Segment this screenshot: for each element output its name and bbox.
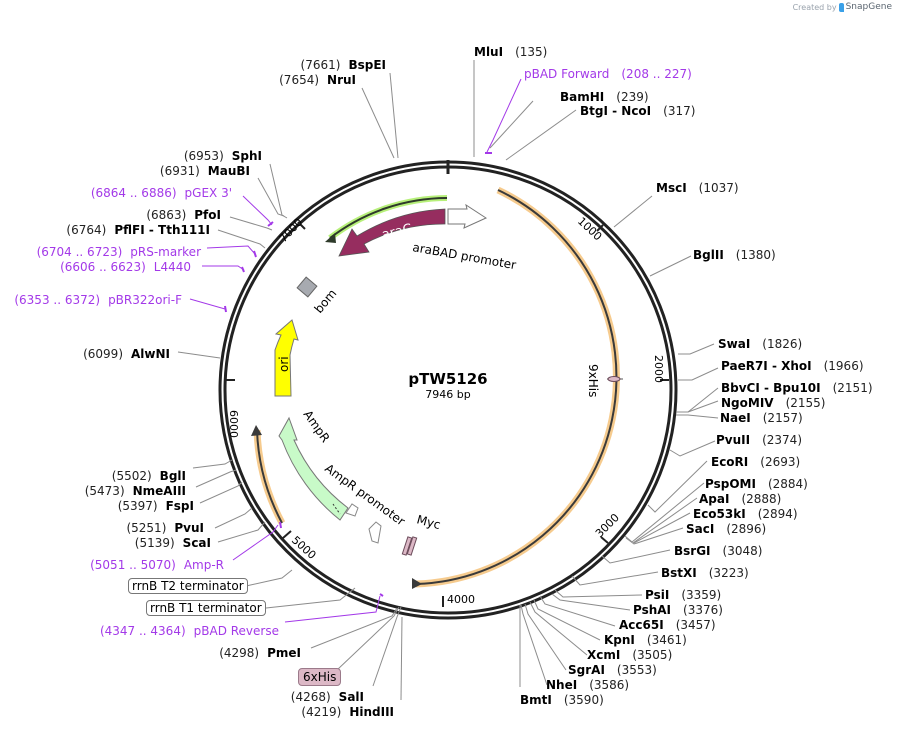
svg-text:araBAD promoter: araBAD promoter <box>411 240 517 272</box>
svg-text:NgoMIV(2155): NgoMIV (2155) <box>721 396 825 410</box>
rrnB-T1-terminator-label: rrnB T1 terminator <box>146 600 266 616</box>
svg-text:(4298)PmeI: (4298) PmeI <box>219 646 301 660</box>
svg-text:(6764)PflFI - Tth111I: (6764) PflFI - Tth111I <box>66 223 210 237</box>
svg-text:NheI(3586): NheI (3586) <box>546 678 629 692</box>
orf-arc-right <box>412 186 620 589</box>
araC-feature: araC <box>338 208 446 257</box>
primer-leaders <box>189 78 522 623</box>
svg-text:PaeR7I - XhoI(1966): PaeR7I - XhoI (1966) <box>721 359 864 373</box>
svg-text:BstXI(3223): BstXI (3223) <box>661 566 749 580</box>
svg-text:(6353 .. 6372)pBR322ori-F: (6353 .. 6372) pBR322ori-F <box>14 293 182 307</box>
svg-text:(5251)PvuI: (5251) PvuI <box>126 521 204 535</box>
svg-text:(5397)FspI: (5397) FspI <box>118 499 194 513</box>
svg-text:Acc65I(3457): Acc65I (3457) <box>619 618 716 632</box>
svg-text:PsiI(3359): PsiI (3359) <box>645 588 721 602</box>
svg-text:Myc: Myc <box>415 512 442 532</box>
svg-text:7000: 7000 <box>277 216 306 245</box>
svg-text:(4268)SalI: (4268) SalI <box>291 690 364 704</box>
svg-text:ori: ori <box>277 356 291 372</box>
svg-text:araC: araC <box>381 221 414 242</box>
svg-text:XcmI(3505): XcmI (3505) <box>587 648 672 662</box>
svg-text:BglII(1380): BglII (1380) <box>693 248 776 262</box>
svg-text:AmpR: AmpR <box>301 408 333 445</box>
svg-text:SwaI(1826): SwaI (1826) <box>718 337 802 351</box>
svg-text:bom: bom <box>312 287 340 316</box>
svg-text:(5139)ScaI: (5139) ScaI <box>135 536 211 550</box>
credit-prefix: Created by <box>792 2 837 12</box>
svg-text:2000: 2000 <box>652 355 665 383</box>
primer-labels: pBAD Forward (208 .. 227) (6864 .. 6886) p… <box>14 67 691 638</box>
svg-text:NaeI(2157): NaeI (2157) <box>720 411 803 425</box>
svg-text:BamHI(239): BamHI (239) <box>560 90 649 104</box>
svg-text:ApaI(2888): ApaI (2888) <box>699 492 781 506</box>
svg-text:PshAI(3376): PshAI (3376) <box>633 603 723 617</box>
enzyme-labels-left: (7661) BspEI (7654) NruI (6953) SphI (6931)… <box>66 58 394 719</box>
credit-brand: SnapGene <box>845 2 892 12</box>
svg-text:pBAD Forward(208 .. 227): pBAD Forward (208 .. 227) <box>524 67 692 81</box>
svg-text:MscI(1037): MscI (1037) <box>656 181 739 195</box>
svg-text:(7654)NruI: (7654) NruI <box>279 73 356 87</box>
svg-text:(5502)BglI: (5502) BglI <box>112 469 186 483</box>
svg-text:BbvCI - Bpu10I(2151): BbvCI - Bpu10I (2151) <box>721 381 873 395</box>
orf-arc-left <box>251 425 286 525</box>
svg-text:(6099)AlwNI: (6099) AlwNI <box>83 347 170 361</box>
araC-orf-arc <box>325 195 448 243</box>
leader-lines-left <box>177 72 403 701</box>
svg-text:(6704 .. 6723)pRS-marker: (6704 .. 6723) pRS-marker <box>37 245 201 259</box>
svg-text:(6863)PfoI: (6863) PfoI <box>146 208 221 222</box>
svg-text:4000: 4000 <box>447 593 475 606</box>
rrnB-T2-terminator-label: rrnB T2 terminator <box>128 578 248 594</box>
AmpR-feature: AmpR <box>278 408 349 521</box>
svg-text:(6606 .. 6623)L4440: (6606 .. 6623) L4440 <box>60 260 191 274</box>
9xHis-feature: 9xHis <box>586 364 623 397</box>
svg-text:BmtI(3590): BmtI (3590) <box>520 693 604 707</box>
bom-feature: bom <box>296 276 340 316</box>
enzyme-labels-right: MluI (135) BamHI (239) BtgI - NcoI (317) Ms… <box>474 45 873 707</box>
svg-text:(4219)HindIII: (4219) HindIII <box>301 705 394 719</box>
svg-text:MluI(135): MluI (135) <box>474 45 547 59</box>
svg-text:PspOMI(2884): PspOMI (2884) <box>705 477 808 491</box>
svg-text:BsrGI(3048): BsrGI (3048) <box>674 544 762 558</box>
6xHis-label: 6xHis <box>298 668 342 686</box>
svg-text:Eco53kI(2894): Eco53kI (2894) <box>693 507 798 521</box>
svg-text:(7661)BspEI: (7661) BspEI <box>301 58 386 72</box>
snapgene-credit: Created by SnapGene <box>793 2 892 12</box>
svg-text:BtgI - NcoI(317): BtgI - NcoI (317) <box>580 104 695 118</box>
plasmid-length: 7946 bp <box>425 388 470 401</box>
svg-text:6000: 6000 <box>227 410 240 438</box>
svg-text:SgrAI(3553): SgrAI (3553) <box>568 663 657 677</box>
svg-text:KpnI(3461): KpnI (3461) <box>604 633 687 647</box>
svg-text:(5473)NmeAIII: (5473) NmeAIII <box>85 484 186 498</box>
svg-text:9xHis: 9xHis <box>586 364 600 397</box>
ori-feature: ori <box>274 319 299 397</box>
plasmid-name: pTW5126 <box>408 370 487 388</box>
svg-text:(5051 .. 5070)Amp-R: (5051 .. 5070) Amp-R <box>90 558 224 572</box>
svg-text:EcoRI(2693): EcoRI (2693) <box>711 455 800 469</box>
svg-text:(6931)MauBI: (6931) MauBI <box>160 164 250 178</box>
svg-text:SacI(2896): SacI (2896) <box>686 522 766 536</box>
svg-text:PvuII(2374): PvuII (2374) <box>716 433 802 447</box>
svg-text:(6864 .. 6886)pGEX 3': (6864 .. 6886) pGEX 3' <box>91 186 232 200</box>
snapgene-logo-icon <box>838 2 844 12</box>
svg-text:(4347 .. 4364)pBAD Reverse: (4347 .. 4364) pBAD Reverse <box>100 624 279 638</box>
tick-labels: 1000 2000 3000 4000 5000 6000 7000 <box>227 215 665 606</box>
svg-text:(6953)SphI: (6953) SphI <box>184 149 262 163</box>
tick-marks <box>225 221 669 607</box>
svg-text:AmpR promoter: AmpR promoter <box>322 461 407 528</box>
leader-lines-right <box>473 60 719 687</box>
Myc-feature: Myc <box>401 512 442 556</box>
